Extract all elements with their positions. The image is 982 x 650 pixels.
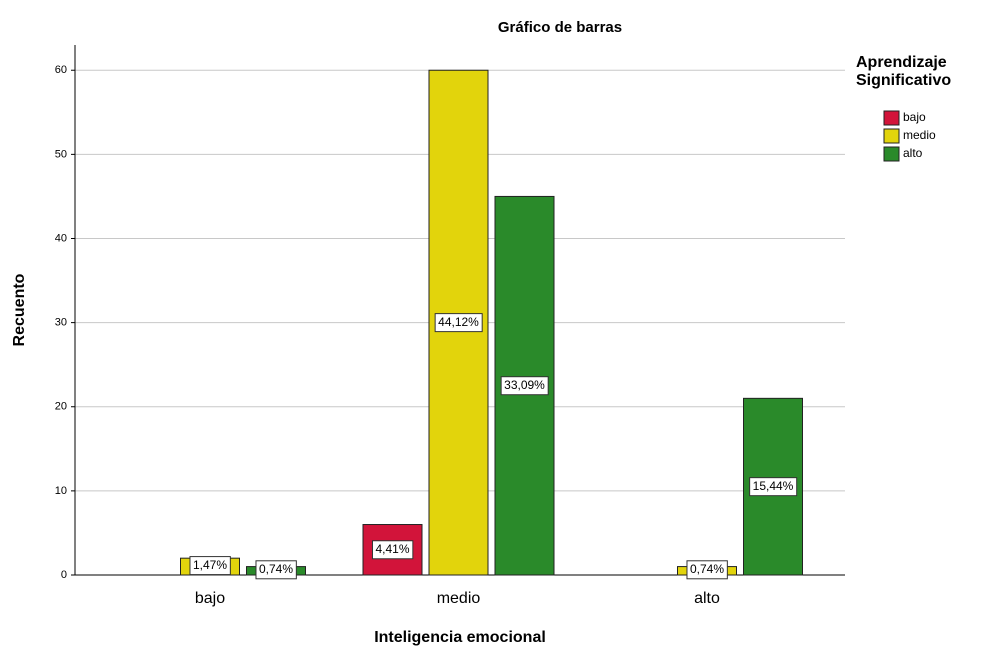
x-axis-title: Inteligencia emocional (374, 629, 546, 646)
legend-label: alto (903, 146, 923, 160)
y-tick-label: 0 (61, 569, 67, 581)
data-label: 0,74% (690, 562, 724, 576)
data-label: 1,47% (193, 558, 227, 572)
legend-swatch (883, 146, 900, 162)
x-tick-label: medio (437, 590, 481, 607)
x-tick-label: bajo (195, 590, 225, 607)
data-label: 4,41% (375, 542, 409, 556)
chart-title: Gráfico de barras (498, 19, 622, 36)
y-axis-title: Recuento (11, 273, 28, 346)
y-tick-label: 10 (55, 485, 67, 497)
data-label-box (500, 376, 549, 396)
data-label-box (255, 560, 297, 580)
x-tick-label: alto (694, 590, 720, 607)
data-label-box (686, 560, 728, 580)
legend-swatch (883, 110, 900, 126)
data-label-box (371, 540, 414, 560)
data-label: 33,09% (504, 378, 545, 392)
legend-label: medio (903, 128, 936, 142)
data-label: 0,74% (259, 562, 293, 576)
y-tick-label: 40 (55, 232, 67, 244)
y-tick-label: 20 (55, 401, 67, 413)
data-label: 44,12% (438, 315, 479, 329)
y-tick-label: 30 (55, 317, 67, 329)
data-label-box (189, 556, 231, 576)
data-label-box (434, 313, 483, 333)
data-label: 15,44% (753, 479, 794, 493)
y-tick-label: 50 (55, 148, 67, 160)
legend-swatch (883, 128, 900, 144)
data-label-box (749, 477, 798, 497)
y-tick-label: 60 (55, 64, 67, 76)
legend-label: bajo (903, 110, 926, 124)
legend-title: Aprendizaje Significativo (856, 54, 952, 89)
